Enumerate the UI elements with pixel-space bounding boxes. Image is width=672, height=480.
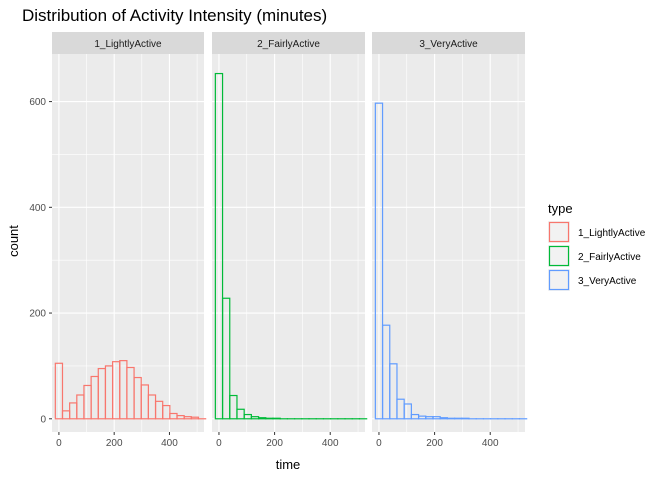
legend-label: 2_FairlyActive xyxy=(578,252,641,263)
facet-panels: 1_LightlyActive 0 200 400 2_FairlyActive 0 200… xyxy=(29,32,528,449)
legend-item: 2_FairlyActive xyxy=(548,245,641,267)
panel-background xyxy=(372,54,525,432)
histogram-bar xyxy=(265,417,274,420)
x-axis-title: time xyxy=(276,457,301,472)
histogram-bar xyxy=(446,417,456,420)
y-tick-label: 0 xyxy=(40,414,46,425)
histogram-bar xyxy=(221,297,231,420)
legend-title: type xyxy=(548,201,573,216)
histogram-bar xyxy=(461,417,470,420)
facet-strip xyxy=(372,32,525,54)
histogram-bar xyxy=(54,362,64,420)
histogram-bar xyxy=(162,404,171,420)
histogram-bar xyxy=(389,363,398,420)
legend-label: 1_LightlyActive xyxy=(578,228,646,239)
histogram-bar xyxy=(190,416,200,420)
facet-strip-label: 3_VeryActive xyxy=(419,39,478,50)
legend-item: 1_LightlyActive xyxy=(548,221,646,243)
facet-strip-label: 1_LightlyActive xyxy=(94,39,162,50)
y-tick-label: 200 xyxy=(29,309,46,320)
facet-panel: 2_FairlyActive 0 200 400 xyxy=(212,32,368,449)
x-tick-label: 200 xyxy=(106,438,123,449)
facet-strip-label: 2_FairlyActive xyxy=(257,39,320,50)
x-tick-label: 0 xyxy=(216,438,222,449)
legend-key-background xyxy=(548,269,570,291)
facet-strip xyxy=(212,32,365,54)
histogram-bar xyxy=(229,394,238,420)
legend-item: 3_VeryActive xyxy=(548,269,637,291)
histogram-bar xyxy=(374,102,384,420)
y-axis-title: count xyxy=(6,225,21,257)
x-tick-label: 400 xyxy=(322,438,339,449)
facet-strip xyxy=(52,32,204,54)
histogram-bar xyxy=(214,72,224,420)
legend-key xyxy=(548,245,570,267)
histogram-bar xyxy=(257,417,267,420)
histogram-bar xyxy=(272,417,281,420)
facet-panel: 3_VeryActive 0 200 400 xyxy=(372,32,528,449)
legend-key-background xyxy=(548,245,570,267)
chart-title: Distribution of Activity Intensity (minu… xyxy=(22,6,327,25)
y-tick-label: 400 xyxy=(29,203,46,214)
x-tick-label: 200 xyxy=(266,438,283,449)
x-tick-label: 0 xyxy=(56,438,62,449)
x-tick-label: 400 xyxy=(161,438,178,449)
histogram-bar xyxy=(403,403,412,420)
x-tick-label: 200 xyxy=(426,438,443,449)
legend-key-background xyxy=(548,221,570,243)
legend-key xyxy=(548,269,570,291)
histogram-bar xyxy=(454,417,463,420)
x-tick-label: 0 xyxy=(376,438,382,449)
facet-panel: 1_LightlyActive 0 200 400 xyxy=(52,32,207,449)
legend: type 1_LightlyActive 2_FairlyActive 3_Very… xyxy=(548,201,646,291)
y-tick-label: 600 xyxy=(29,97,46,108)
x-tick-label: 400 xyxy=(482,438,499,449)
histogram-bar xyxy=(439,417,449,420)
legend-label: 3_VeryActive xyxy=(578,276,637,287)
legend-key xyxy=(548,221,570,243)
panel-background xyxy=(212,54,365,432)
panel-background xyxy=(52,54,204,432)
